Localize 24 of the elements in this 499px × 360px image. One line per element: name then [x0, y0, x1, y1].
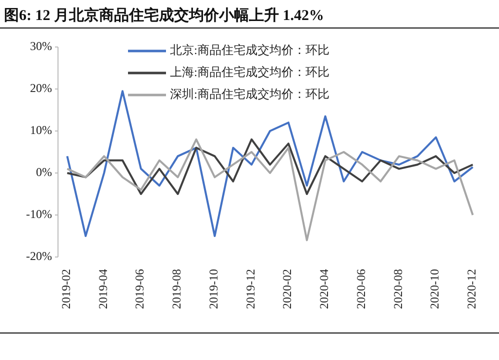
- legend-label: 上海:商品住宅成交均价：环比: [170, 64, 330, 79]
- x-tick-label: 2020-02: [280, 269, 294, 309]
- y-tick-label: 20%: [30, 80, 52, 95]
- x-tick-label: 2020-04: [317, 269, 332, 309]
- x-tick-label: 2019-10: [206, 269, 220, 309]
- legend-label: 北京:商品住宅成交均价：环比: [170, 42, 330, 57]
- x-tick-label: 2020-06: [354, 269, 368, 309]
- x-tick-label: 2019-08: [170, 269, 184, 309]
- chart-title: 图6: 12 月北京商品住宅成交均价小幅上升 1.42%: [4, 6, 324, 24]
- line-series: [66, 138, 474, 195]
- x-tick-label: 2020-10: [428, 269, 442, 309]
- y-tick-label: 10%: [30, 122, 52, 137]
- y-tick-label: -20%: [26, 248, 52, 263]
- y-tick-label: -10%: [26, 206, 52, 221]
- x-tick-label: 2019-02: [58, 269, 73, 309]
- line-series: [66, 138, 474, 242]
- x-tick-label: 2020-12: [464, 269, 479, 309]
- x-tick-label: 2020-08: [390, 269, 405, 309]
- x-tick-label: 2019-12: [243, 269, 258, 309]
- y-tick-label: 0%: [36, 164, 52, 179]
- legend-label: 深圳:商品住宅成交均价：环比: [170, 86, 330, 101]
- x-tick-label: 2019-06: [132, 269, 147, 309]
- y-tick-label: 30%: [30, 38, 52, 53]
- x-tick-label: 2019-04: [96, 269, 110, 309]
